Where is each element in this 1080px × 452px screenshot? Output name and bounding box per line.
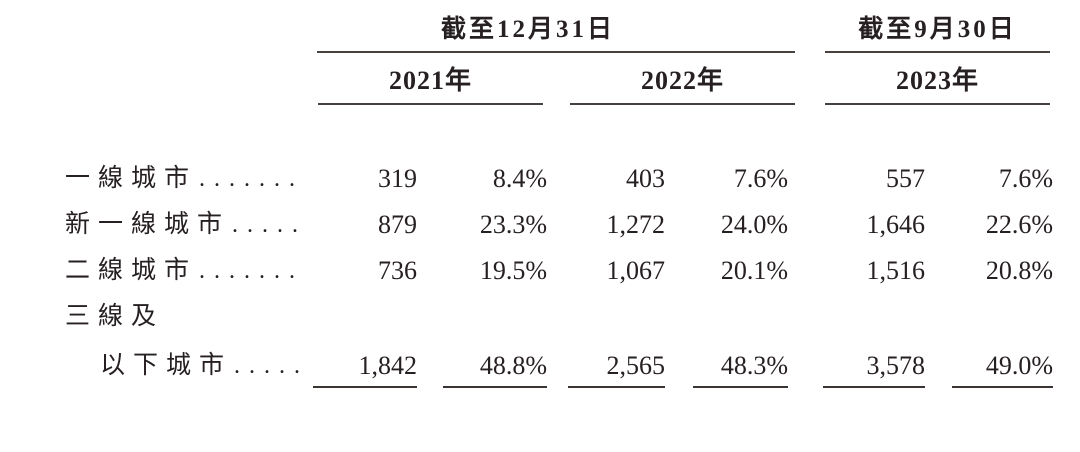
period-header-dec31-label: 截至12月31日 [441,16,616,43]
value: 879 [378,210,417,239]
spacer-row [0,106,1060,153]
table-row-tier2: 二線城市....... 736 19.5% 1,067 20.1% 1,516 … [0,246,1060,292]
value: 1,646 [866,210,926,239]
value-cell: 3,578 [795,338,930,390]
value-cell: 557 [795,153,930,200]
value-cell: 736 [305,246,420,292]
dot-leader: ....... [199,166,305,192]
year-header-2023-cell: 2023年 [795,54,1060,106]
value-cell: 7.6% [930,153,1060,200]
total-value-cell: 5,307 [550,444,670,452]
year-header-2022-rule: 2022年 [570,60,796,105]
value-underlined: 1,842 [313,351,417,388]
value-cell: 20.8% [930,246,1060,292]
value-cell: 23.3% [420,200,550,246]
value-underlined: 48.8% [443,351,547,388]
value: 1,067 [606,256,666,285]
value-cell: 24.0% [670,200,795,246]
row-label-cell: 一線城市....... [0,153,305,200]
value-cell: 8.4% [420,153,550,200]
year-header-2021-cell: 2021年 [305,54,550,106]
value-cell: 319 [305,153,420,200]
value: 736 [378,256,417,285]
value: 8.4% [492,164,547,193]
row-label: 一線城市 [65,165,198,192]
year-header-2022-cell: 2022年 [550,54,796,106]
value: 1,516 [866,256,926,285]
value-cell: 1,272 [550,200,670,246]
value: 20.1% [720,256,789,285]
total-value-cell: 7,297 [795,444,930,452]
value-cell: 1,067 [550,246,670,292]
spacer-row [0,390,1060,444]
row-label-cell: 新一線城市..... [0,200,305,246]
value: 1,272 [606,210,666,239]
total-value-cell: 100.0% [930,444,1060,452]
period-header-dec31-rule: 截至12月31日 [317,9,796,53]
value-cell: 1,516 [795,246,930,292]
value-cell: 48.8% [420,338,550,390]
value-cell: 19.5% [420,246,550,292]
value-cell: 1,646 [795,200,930,246]
value-cell: 20.1% [670,246,795,292]
period-header-sep30-rule: 截至9月30日 [825,9,1051,53]
total-value-cell: 100.0% [670,444,795,452]
table-row-tier3-values: 以下城市..... 1,842 48.8% 2,565 48.3% 3,578 … [0,338,1060,390]
dot-leader: ..... [232,212,308,238]
row-label: 新一線城市 [65,211,231,238]
period-header-empty-cell [0,8,305,54]
row-label: 二線城市 [65,257,198,284]
period-header-row: 截至12月31日 截至9月30日 [0,8,1060,54]
value: 22.6% [985,210,1054,239]
table-row-tier3-label: 三線及 [0,292,1060,338]
row-label-cell: 以下城市..... [0,338,305,390]
year-header-empty-cell [0,54,305,106]
table-row-new-tier1: 新一線城市..... 879 23.3% 1,272 24.0% 1,646 2… [0,200,1060,246]
total-value-cell: 3,776 [305,444,420,452]
value: 403 [626,164,665,193]
table-row-total: 總計.......... 3,776 100.0% 5,307 100.0% 7… [0,444,1060,452]
value: 24.0% [720,210,789,239]
year-header-2022-label: 2022年 [641,66,725,95]
value: 557 [886,164,926,193]
value-underlined: 48.3% [693,351,789,388]
year-header-2021-rule: 2021年 [318,60,543,105]
total-value-cell: 100.0% [420,444,550,452]
row-label-cell: 三線及 [0,292,305,338]
year-header-row: 2021年 2022年 2023年 [0,54,1060,106]
row-label-cell: 二線城市....... [0,246,305,292]
period-header-sep30-cell: 截至9月30日 [795,8,1060,54]
value-underlined: 3,578 [823,351,926,388]
value: 19.5% [479,256,547,285]
value-cell: 403 [550,153,670,200]
value-underlined: 49.0% [952,351,1054,388]
value: 23.3% [479,210,547,239]
value-cell: 2,565 [550,338,670,390]
total-label-cell: 總計.......... [0,444,305,452]
dot-leader: ..... [234,353,310,379]
value: 20.8% [985,256,1054,285]
value: 319 [378,164,417,193]
period-header-sep30-label: 截至9月30日 [858,16,1017,43]
year-header-2021-label: 2021年 [388,66,472,95]
row-label: 以下城市 [100,352,233,379]
value-cell: 879 [305,200,420,246]
year-header-2023-rule: 2023年 [825,60,1051,105]
value: 7.6% [998,164,1054,193]
year-header-2023-label: 2023年 [896,66,980,95]
value-cell: 7.6% [670,153,795,200]
value-underlined: 2,565 [568,351,665,388]
city-tier-breakdown-table: 截至12月31日 截至9月30日 2021年 2022年 2023年 [0,8,1060,452]
dot-leader: ....... [199,258,305,284]
row-label: 三線及 [65,303,165,330]
value-cell: 48.3% [670,338,795,390]
value-cell: 1,842 [305,338,420,390]
table-row-tier1: 一線城市....... 319 8.4% 403 7.6% 557 7.6% [0,153,1060,200]
value: 7.6% [733,164,789,193]
value-cell: 22.6% [930,200,1060,246]
period-header-dec31-cell: 截至12月31日 [305,8,796,54]
value-cell: 49.0% [930,338,1060,390]
